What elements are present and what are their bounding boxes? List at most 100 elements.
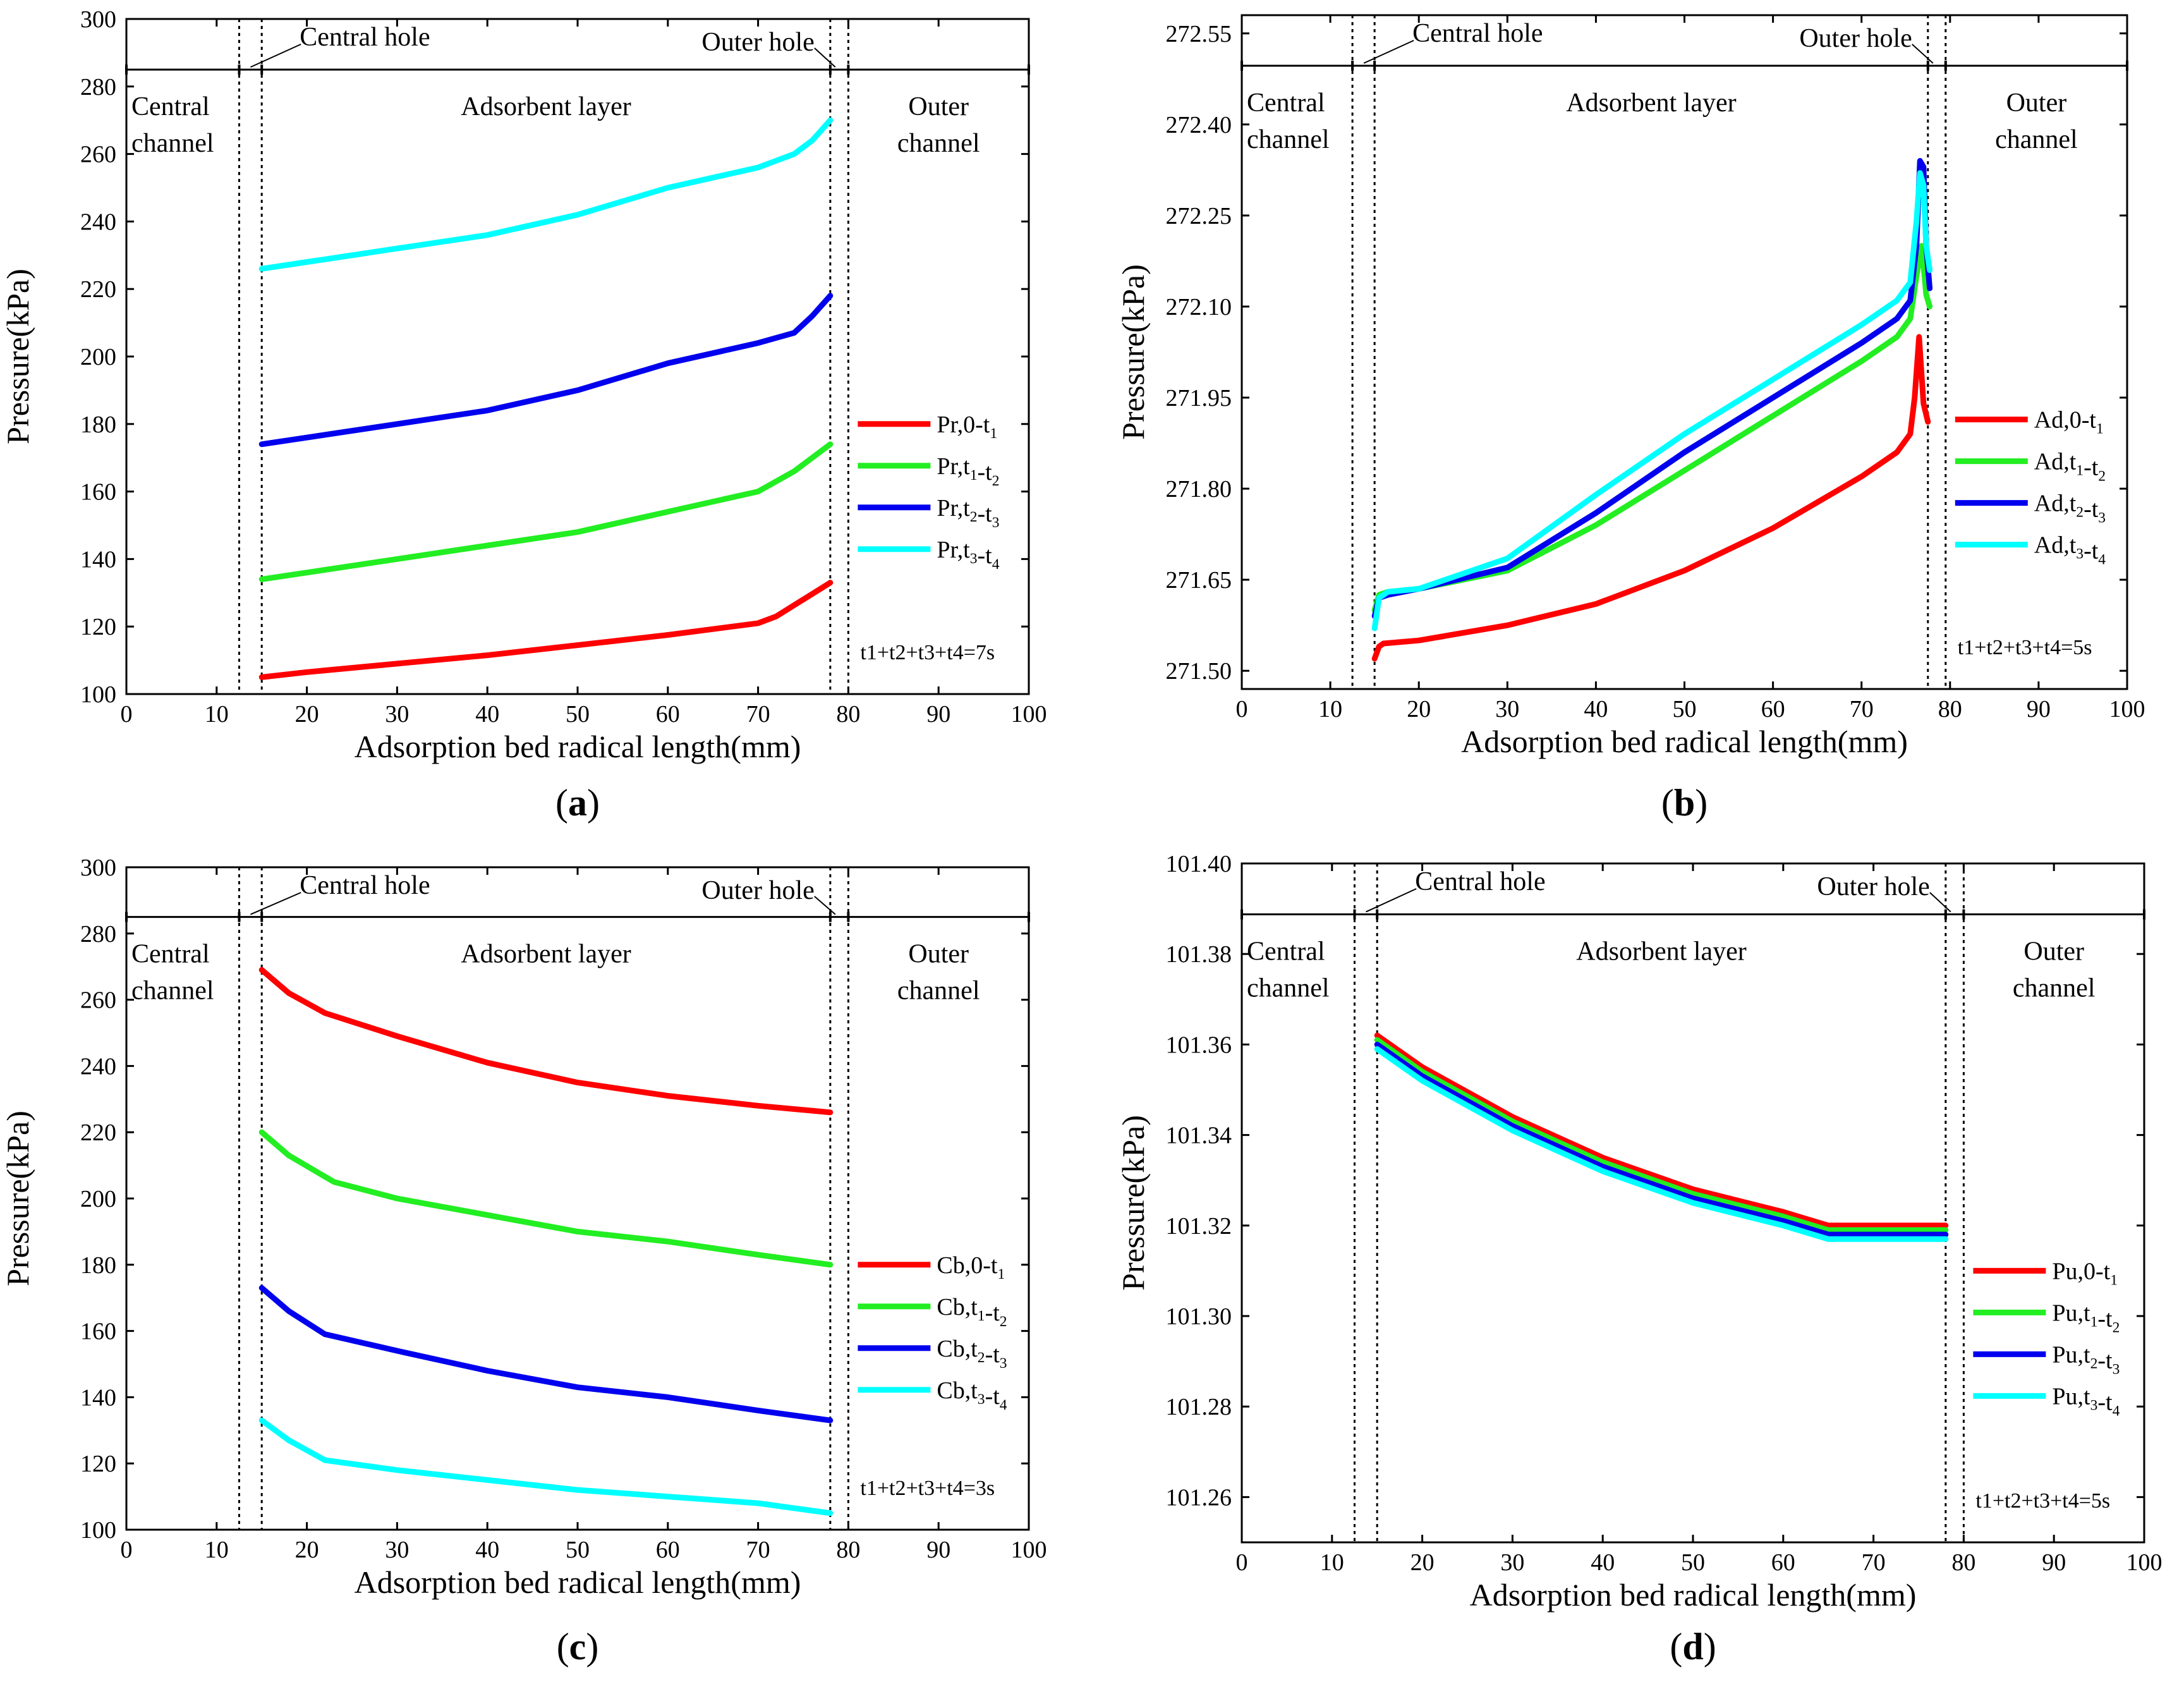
x-tick-label: 20: [295, 701, 319, 728]
x-tick-label: 50: [1673, 696, 1697, 722]
x-tick-label: 10: [1320, 1549, 1344, 1576]
y-tick-label: 101.38: [1166, 941, 1232, 968]
y-tick-label: 160: [80, 1319, 116, 1345]
legend-label: Cb,t2-t3: [937, 1336, 1007, 1372]
y-tick-label: 100: [80, 1517, 116, 1544]
y-tick-label: 271.65: [1166, 567, 1232, 594]
adsorbent-layer-label: Adsorbent layer: [1566, 88, 1736, 118]
outer-channel-label: channel: [897, 129, 980, 158]
panel-label: (a): [555, 782, 600, 824]
central-hole-leader: [250, 892, 301, 915]
panel-label: (d): [1670, 1626, 1716, 1667]
x-tick-label: 80: [1951, 1549, 1975, 1576]
central-channel-label: Central: [1247, 937, 1325, 966]
y-tick-label: 101.28: [1166, 1394, 1232, 1420]
legend-label: Pu,t3-t4: [2052, 1383, 2120, 1419]
y-tick-label: 101.36: [1166, 1032, 1232, 1058]
y-tick-label: 272.55: [1166, 21, 1232, 47]
y-axis-title: Pressure(kPa): [0, 1111, 35, 1286]
y-tick-label: 271.80: [1166, 476, 1232, 503]
series-line: [1374, 1037, 1949, 1233]
panel-letter: b: [1674, 782, 1695, 824]
y-tick-label: 280: [80, 921, 116, 948]
central-channel-label: channel: [1247, 974, 1330, 1003]
x-tick-label: 30: [385, 1537, 409, 1563]
y-tick-label: 200: [80, 344, 116, 370]
series-line: [1371, 158, 1933, 619]
y-tick-label: 240: [80, 209, 116, 235]
x-axis-title: Adsorption bed radical length(mm): [1470, 1577, 1917, 1613]
legend-label: Ad,t1-t2: [2034, 449, 2106, 485]
series-line: [1374, 1032, 1949, 1229]
legend-label: Cb,t1-t2: [937, 1294, 1007, 1330]
x-tick-label: 50: [566, 1537, 590, 1563]
panel-d: 0 10 20 30 40 50 60 70 80 90 100 101.26 101.28 101.30…: [1115, 851, 2163, 1667]
y-tick-label: 280: [80, 74, 116, 101]
panel-a: 0 10 20 30 40 50 60 70 80 90 100 100 120 140 160 180 200…: [0, 6, 1047, 824]
central-channel-label: Central: [1247, 88, 1325, 118]
outer-hole-leader: [814, 47, 836, 68]
x-tick-label: 0: [1236, 1549, 1248, 1576]
series-line: [258, 1417, 834, 1516]
legend-label: Pr,0-t1: [937, 412, 997, 442]
x-tick-label: 100: [1011, 1537, 1047, 1563]
y-tick-label: 271.95: [1166, 385, 1232, 412]
outer-hole-leader: [814, 896, 836, 915]
panel-label: (b): [1661, 782, 1708, 824]
legend-label: Pu,t2-t3: [2052, 1341, 2120, 1377]
x-tick-label: 0: [1236, 696, 1248, 722]
central-hole-label: Central hole: [1412, 19, 1543, 48]
legend-label: Pr,t2-t3: [937, 495, 999, 531]
y-tick-label: 240: [80, 1053, 116, 1080]
x-tick-label: 100: [1011, 701, 1047, 728]
y-tick-label: 272.40: [1166, 112, 1232, 138]
panel-letter: c: [569, 1626, 586, 1667]
x-tick-label: 60: [656, 701, 680, 728]
y-tick-label: 220: [80, 276, 116, 303]
y-tick-label: 180: [80, 1252, 116, 1279]
series-line: [258, 966, 834, 1116]
outer-channel-label: Outer: [908, 940, 969, 969]
y-tick-label: 300: [80, 6, 116, 33]
legend-label: Cb,t3-t4: [937, 1377, 1007, 1413]
central-channel-label: Central: [131, 92, 210, 121]
series-line: [258, 117, 834, 272]
adsorbent-layer-label: Adsorbent layer: [461, 92, 631, 121]
time-note: t1+t2+t3+t4=5s: [1975, 1489, 2110, 1513]
legend-label: Ad,t2-t3: [2034, 491, 2106, 527]
x-tick-label: 80: [1938, 696, 1962, 722]
x-tick-label: 20: [1410, 1549, 1435, 1576]
x-tick-label: 50: [1681, 1549, 1705, 1576]
x-tick-label: 90: [926, 701, 950, 728]
x-tick-label: 90: [2027, 696, 2051, 722]
central-hole-leader: [1366, 888, 1417, 913]
x-tick-label: 90: [926, 1537, 950, 1563]
legend-label: Pu,t1-t2: [2052, 1300, 2120, 1336]
x-tick-label: 60: [1771, 1549, 1795, 1576]
central-channel-label: channel: [131, 977, 214, 1006]
x-tick-label: 20: [295, 1537, 319, 1563]
series-line: [258, 580, 834, 680]
x-axis-title: Adsorption bed radical length(mm): [355, 1564, 801, 1600]
central-channel-label: channel: [131, 129, 214, 158]
central-hole-leader: [250, 44, 301, 68]
x-tick-label: 100: [2109, 696, 2145, 722]
series-line: [1371, 243, 1933, 613]
y-tick-label: 101.30: [1166, 1303, 1232, 1330]
y-axis-title: Pressure(kPa): [1115, 264, 1151, 440]
panel-b: 0 10 20 30 40 50 60 70 80 90 100 271.50 271.65 271.80…: [1115, 14, 2145, 824]
x-tick-label: 80: [836, 1537, 860, 1563]
outer-channel-label: channel: [1995, 125, 2078, 154]
x-tick-label: 30: [1495, 696, 1519, 722]
y-axis-title: Pressure(kPa): [1115, 1115, 1151, 1291]
legend-label: Ad,0-t1: [2034, 407, 2104, 437]
outer-hole-leader: [1912, 44, 1934, 64]
y-tick-label: 200: [80, 1186, 116, 1212]
y-tick-label: 101.40: [1166, 851, 1232, 877]
x-tick-label: 60: [1761, 696, 1785, 722]
legend-label: Pu,0-t1: [2052, 1258, 2118, 1288]
outer-channel-label: channel: [2013, 974, 2096, 1003]
y-tick-label: 101.26: [1166, 1484, 1232, 1511]
outer-hole-label: Outer hole: [701, 876, 814, 905]
panel-c: 0 10 20 30 40 50 60 70 80 90 100 100 120 140 160 180 200…: [0, 855, 1047, 1667]
